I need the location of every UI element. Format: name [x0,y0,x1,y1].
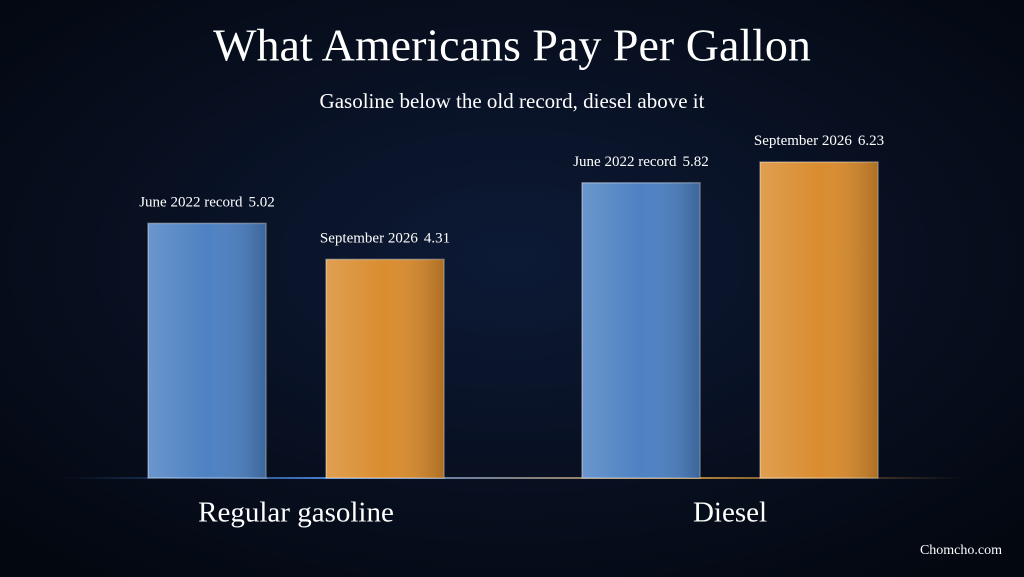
source: Chomcho.com [920,543,1002,558]
data-label: June 2022 record 5.82 [573,154,709,170]
data-label-value: 5.82 [683,154,709,170]
data-label: September 2026 4.31 [320,231,450,247]
category-label: Diesel [693,497,767,529]
data-label: June 2022 record 5.02 [139,195,275,211]
data-label-series: September 2026 [754,133,852,149]
chart-title: What Americans Pay Per Gallon [213,20,811,71]
data-label-value: 6.23 [858,133,884,149]
bar-sheen [148,223,266,478]
chart-subtitle: Gasoline below the old record, diesel ab… [320,89,705,113]
bar-sheen [582,182,700,478]
bar-sheen [760,162,878,478]
data-label-series: September 2026 [320,231,418,247]
data-label: September 2026 6.23 [754,133,884,149]
baseline-glow [60,477,964,479]
data-label-series: June 2022 record [573,154,677,170]
bar-sheen [326,259,444,478]
data-label-value: 5.02 [249,195,275,211]
category-label: Regular gasoline [198,497,394,529]
data-label-value: 4.31 [424,231,450,247]
data-label-series: June 2022 record [139,195,243,211]
